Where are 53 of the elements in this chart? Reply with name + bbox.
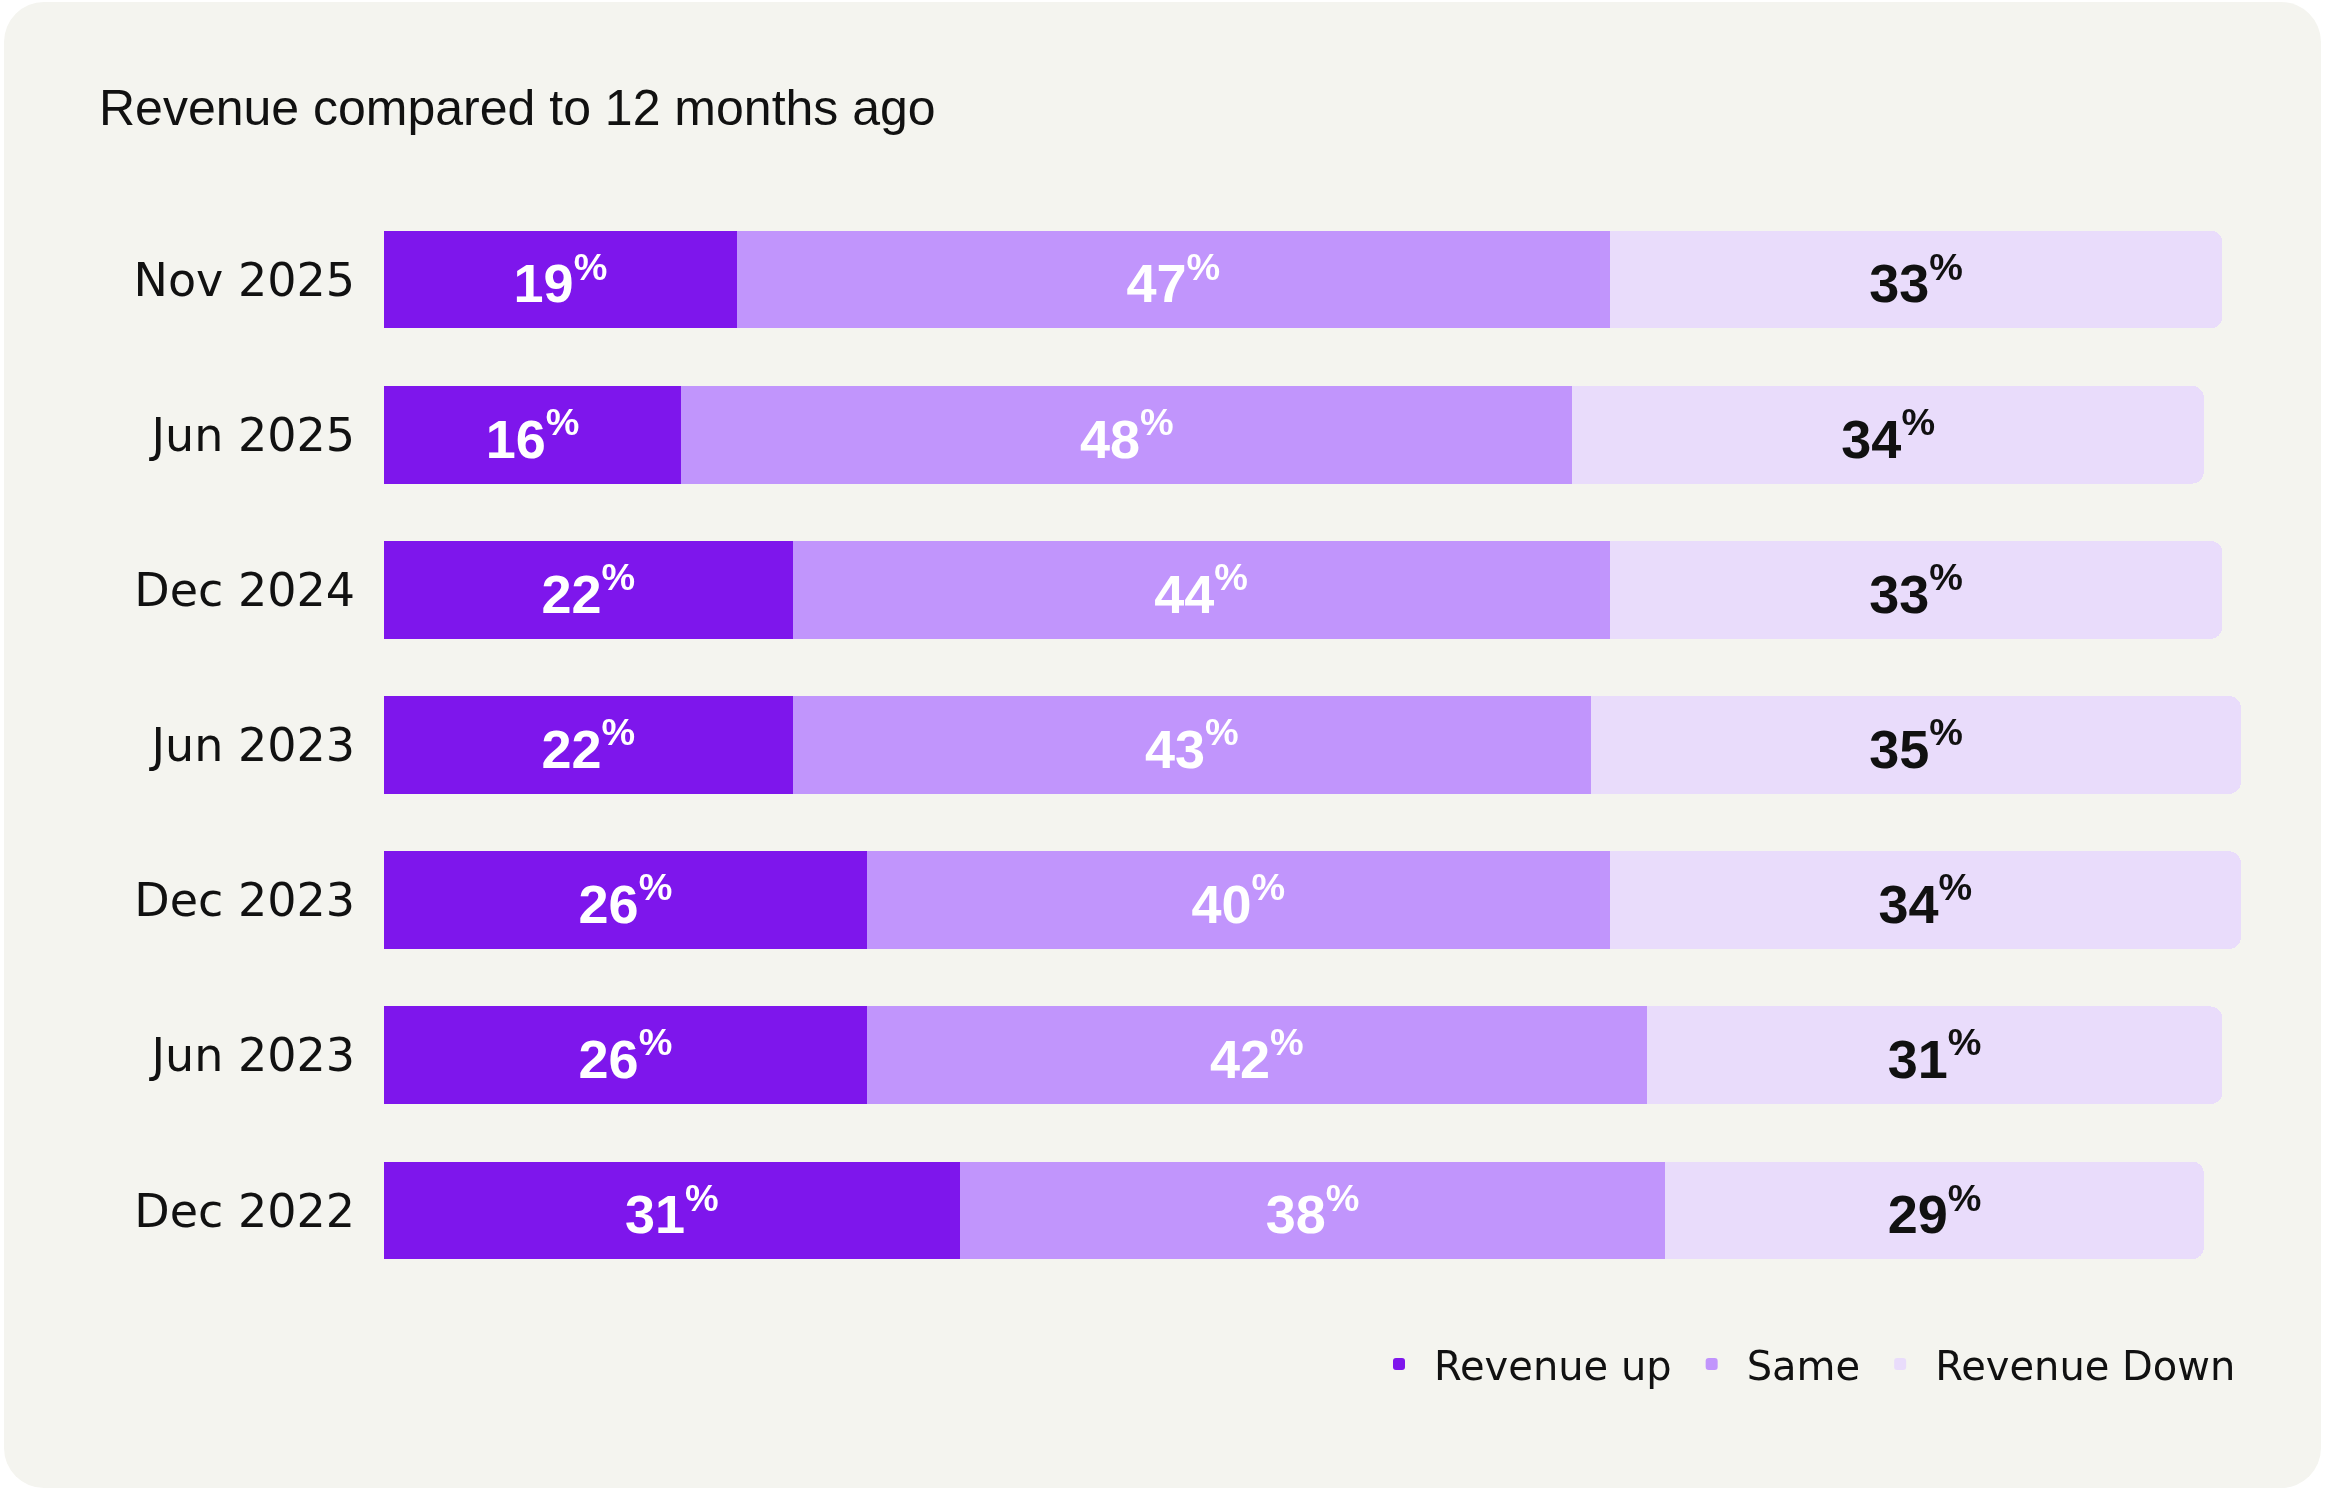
bar [1665,1161,2204,1260]
bar [384,1161,960,1260]
data-label: 42$^{%}$ [1209,1021,1304,1090]
data-label: 43$^{%}$ [1144,711,1239,779]
data-label: 33$^{%}$ [1869,556,1963,624]
data-label: 26$^{%}$ [578,866,673,934]
data-label: 33$^{%}$ [1869,245,1963,314]
bar [959,1161,1666,1260]
data-label: 34$^{%}$ [1878,866,1973,934]
data-label: 48$^{%}$ [1079,400,1174,469]
bar [384,1006,867,1105]
data-label: 22$^{%}$ [541,711,636,779]
bar [1609,230,2223,329]
bar [1572,385,2204,484]
y-tick-label: Dec 2023 [134,873,355,928]
bar [1609,540,2223,639]
bar [792,540,1610,639]
data-label: 40$^{%}$ [1191,866,1286,934]
bar [384,540,793,639]
bar [866,851,1610,950]
data-label: 22$^{%}$ [541,556,636,624]
data-label: 38$^{%}$ [1265,1176,1360,1245]
bar [384,851,867,950]
bar [792,696,1592,794]
data-label: 35$^{%}$ [1869,711,1963,779]
data-label: 34$^{%}$ [1841,400,1936,469]
data-label: 44$^{%}$ [1154,556,1248,624]
y-tick-label: Jun 2023 [148,718,355,773]
chart-title: Revenue compared to 12 months ago [99,79,936,136]
legend-label: Revenue Down [1935,1342,2236,1389]
bar [384,385,682,484]
bar [736,230,1610,329]
legend-label: Revenue up [1434,1342,1672,1389]
bar [866,1006,1647,1105]
data-label: 31$^{%}$ [624,1176,719,1245]
y-tick-label: Jun 2023 [148,1028,355,1083]
y-tick-label: Dec 2022 [134,1183,355,1238]
y-tick-label: Nov 2025 [133,252,355,307]
data-label: 47$^{%}$ [1126,245,1221,314]
data-label: 31$^{%}$ [1887,1021,1982,1090]
bar [1646,1006,2223,1105]
bar [1609,851,2241,950]
y-tick-label: Dec 2024 [134,562,355,617]
bar [1591,696,2241,794]
bar [384,696,793,794]
y-tick-label: Jun 2025 [148,407,355,462]
data-label: 19$^{%}$ [513,245,608,314]
data-label: 26$^{%}$ [578,1021,673,1090]
data-label: 16$^{%}$ [485,400,580,469]
bar [681,385,1573,484]
data-label: 29$^{%}$ [1887,1176,1982,1245]
legend-label: Same [1746,1342,1861,1389]
bar [384,230,737,329]
